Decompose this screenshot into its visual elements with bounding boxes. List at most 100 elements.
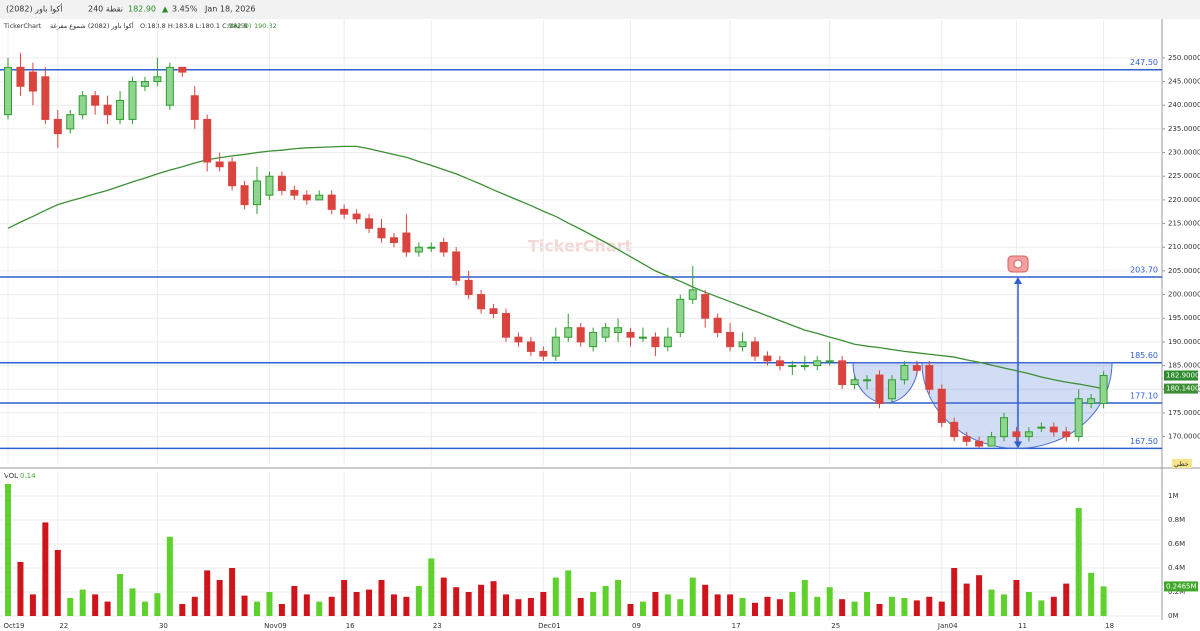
candle-body [290, 189, 299, 196]
x-tick-label: 09 [632, 622, 641, 630]
volume-bar [415, 586, 422, 616]
date: Jan 18, 2026 [204, 5, 256, 14]
volume-bar [42, 522, 49, 616]
candle-body [190, 95, 199, 120]
candle-body [116, 99, 125, 120]
vy-tick-label: 1M [1168, 492, 1179, 500]
candle-body [452, 251, 461, 281]
candle-body [838, 360, 847, 386]
candle-body [377, 227, 386, 239]
volume-bar [565, 570, 572, 616]
mode-tag: خطي [1174, 460, 1189, 468]
volume-bar [963, 583, 970, 616]
candle-body [16, 66, 25, 87]
candle-body [215, 161, 224, 168]
level-label: 203.70 [1130, 266, 1158, 275]
volume-bar [428, 558, 435, 616]
candle-body [153, 76, 162, 83]
candle-body [912, 365, 921, 371]
candle-body [78, 95, 87, 116]
candle-body [937, 388, 946, 423]
volume-bar [913, 600, 920, 616]
arrow-head [1014, 441, 1022, 449]
level-label: 177.10 [1130, 391, 1158, 400]
candle-body [825, 360, 834, 363]
volume-bar [789, 592, 796, 616]
candle-body [402, 232, 411, 253]
volume-bar [254, 601, 260, 616]
header-bar [0, 0, 1200, 19]
volume-bar [577, 598, 584, 616]
stock-name: أكوا باور (2082) [6, 4, 62, 14]
candle-body [887, 379, 896, 400]
candle-body [925, 365, 934, 390]
price-tag: 182.9000 [1166, 372, 1199, 380]
volume-bar [727, 594, 734, 616]
volume-bar [752, 602, 758, 616]
volume-bar [739, 598, 746, 616]
candle-body [53, 118, 62, 135]
volume-bar [278, 604, 285, 616]
candle-body [265, 175, 274, 196]
volume-bar [1038, 600, 1045, 616]
volume-bar [5, 484, 11, 616]
candle-body [165, 66, 174, 106]
volume-bar [515, 599, 522, 616]
volume-bar [1001, 594, 1007, 616]
candle-body [103, 104, 112, 116]
volume-bar [652, 592, 659, 616]
volume-bar [440, 577, 447, 616]
candle-body [850, 379, 859, 386]
candle-body [751, 341, 759, 357]
points: 240 نقطة [88, 5, 123, 14]
arrow-head [1014, 277, 1022, 285]
price: 182.90 [128, 5, 156, 14]
vy-tick-label: 0.2M [1168, 588, 1185, 596]
volume-bar [67, 598, 74, 616]
candle-body [128, 81, 137, 120]
volume-bar [179, 604, 186, 616]
candle-body [539, 350, 548, 357]
volume-bar [1075, 508, 1082, 616]
volume-bar [465, 592, 472, 616]
x-tick-label: 30 [159, 622, 168, 630]
volume-bar [453, 587, 460, 616]
candle-body [464, 279, 473, 296]
mode-tag-bg [1172, 459, 1192, 468]
candle-body [626, 331, 635, 338]
volume-bar [602, 586, 609, 616]
candle-body [1024, 431, 1033, 438]
vy-tick-label: 0.8M [1168, 516, 1185, 524]
volume-value: 0.14 [20, 472, 36, 480]
volume-bar [1100, 586, 1107, 616]
candle-body [526, 341, 535, 352]
candle-body [638, 336, 647, 339]
y-tick-label: 170.0000 [1168, 433, 1200, 441]
info-ma: MA(50) [228, 22, 251, 30]
volume-title: VOL [4, 472, 18, 480]
volume-bar [615, 580, 622, 616]
y-tick-label: 245.0000 [1168, 78, 1200, 86]
candle-body [28, 71, 37, 92]
volume-bar [390, 594, 397, 616]
candle-body [551, 336, 560, 357]
y-tick-label: 250.0000 [1168, 54, 1200, 62]
y-tick-label: 205.0000 [1168, 267, 1200, 275]
price-tag-bg [1164, 370, 1198, 381]
candle-body [900, 365, 909, 381]
x-tick-label: Oct19 [3, 622, 24, 630]
volume-bar [291, 586, 298, 616]
candle-body [1049, 426, 1058, 433]
volume-bar [888, 596, 895, 616]
volume-bar [353, 592, 360, 616]
volume-bar [1063, 583, 1070, 616]
volume-bar [826, 587, 833, 616]
volume-bar [229, 568, 236, 616]
volume-bar [378, 580, 385, 616]
candle-body [676, 298, 685, 333]
volume-bar [527, 598, 534, 616]
volume-bar [839, 599, 846, 616]
candle-body [389, 237, 398, 244]
volume-bar [79, 589, 86, 616]
